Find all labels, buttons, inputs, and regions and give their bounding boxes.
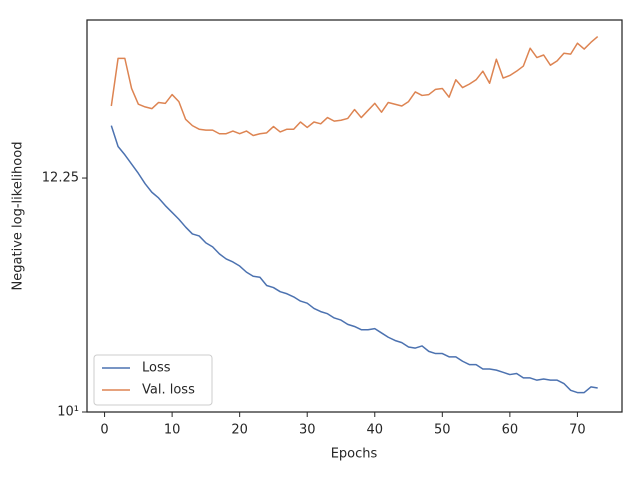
x-tick-label: 10 xyxy=(164,423,181,438)
y-axis-label: Negative log-likelihood xyxy=(11,142,26,291)
y-tick-label: 12.25 xyxy=(42,171,79,186)
y-tick-label: 10¹ xyxy=(57,405,79,420)
legend-label: Loss xyxy=(142,361,171,376)
x-axis-label: Epochs xyxy=(331,447,378,462)
x-tick-label: 30 xyxy=(299,423,316,438)
line-series xyxy=(110,125,598,394)
legend-label: Val. loss xyxy=(142,383,195,398)
x-tick-label: 20 xyxy=(231,423,248,438)
axes-frame xyxy=(86,19,623,413)
line-series xyxy=(110,35,599,137)
x-tick-label: 70 xyxy=(569,423,586,438)
x-tick-label: 40 xyxy=(366,423,383,438)
x-tick-label: 0 xyxy=(100,423,108,438)
x-tick-label: 50 xyxy=(434,423,451,438)
x-tick-label: 60 xyxy=(502,423,519,438)
